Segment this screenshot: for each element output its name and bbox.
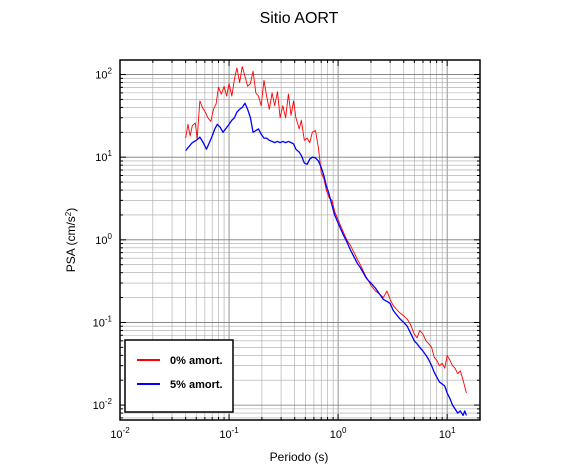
y-axis-label-sup: 2	[64, 211, 73, 216]
y-tick-label: 10-1	[93, 314, 113, 329]
x-tick-label: 101	[439, 426, 456, 441]
y-axis-label-end: )	[64, 208, 78, 212]
x-tick-label: 10-1	[219, 426, 239, 441]
ticks	[119, 60, 481, 420]
y-tick-label: 101	[95, 149, 112, 164]
y-tick-label: 102	[95, 67, 112, 82]
chart-title: Sitio AORT	[260, 10, 339, 27]
y-tick-label: 10-2	[93, 397, 113, 412]
series-line-0	[185, 66, 467, 394]
grid	[119, 60, 481, 420]
series-line-1	[185, 102, 467, 417]
legend-label-0: 0% amort.	[170, 355, 223, 367]
legend-box	[124, 339, 234, 413]
x-tick-label: 100	[330, 426, 347, 441]
x-tick-label: 10-2	[110, 426, 130, 441]
y-axis-label: PSA (cm/s2)	[64, 208, 78, 272]
tick-labels: 10-2 10-1 100 101 10-2 10-1 100 101 102	[93, 67, 456, 441]
y-tick-label: 100	[95, 232, 112, 247]
series-layer	[185, 66, 467, 417]
x-axis-label: Periodo (s)	[270, 450, 329, 464]
y-axis-label-main: PSA (cm/s	[64, 216, 78, 272]
legend: 0% amort. 5% amort.	[124, 339, 234, 413]
legend-label-1: 5% amort.	[170, 379, 223, 391]
